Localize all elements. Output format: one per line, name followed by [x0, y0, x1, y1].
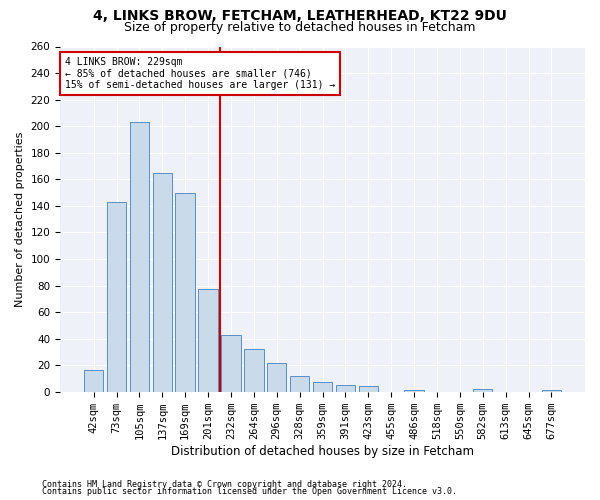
Bar [244, 349, 263, 392]
Text: 4 LINKS BROW: 229sqm
← 85% of detached houses are smaller (746)
15% of semi-deta: 4 LINKS BROW: 229sqm ← 85% of detached h… [65, 57, 335, 90]
Bar [290, 376, 310, 392]
Bar [175, 192, 195, 392]
Bar [267, 362, 286, 392]
Text: Size of property relative to detached houses in Fetcham: Size of property relative to detached ho… [124, 21, 476, 34]
Text: Contains HM Land Registry data © Crown copyright and database right 2024.: Contains HM Land Registry data © Crown c… [42, 480, 407, 489]
Bar [152, 172, 172, 392]
Bar [84, 370, 103, 392]
Text: Contains public sector information licensed under the Open Government Licence v3: Contains public sector information licen… [42, 487, 457, 496]
Bar [199, 290, 218, 392]
X-axis label: Distribution of detached houses by size in Fetcham: Distribution of detached houses by size … [171, 444, 474, 458]
Bar [473, 389, 493, 392]
Bar [313, 382, 332, 392]
Bar [130, 122, 149, 392]
Bar [542, 390, 561, 392]
Bar [404, 390, 424, 392]
Text: 4, LINKS BROW, FETCHAM, LEATHERHEAD, KT22 9DU: 4, LINKS BROW, FETCHAM, LEATHERHEAD, KT2… [93, 9, 507, 23]
Bar [359, 386, 378, 392]
Bar [221, 334, 241, 392]
Y-axis label: Number of detached properties: Number of detached properties [15, 132, 25, 307]
Bar [335, 385, 355, 392]
Bar [107, 202, 126, 392]
